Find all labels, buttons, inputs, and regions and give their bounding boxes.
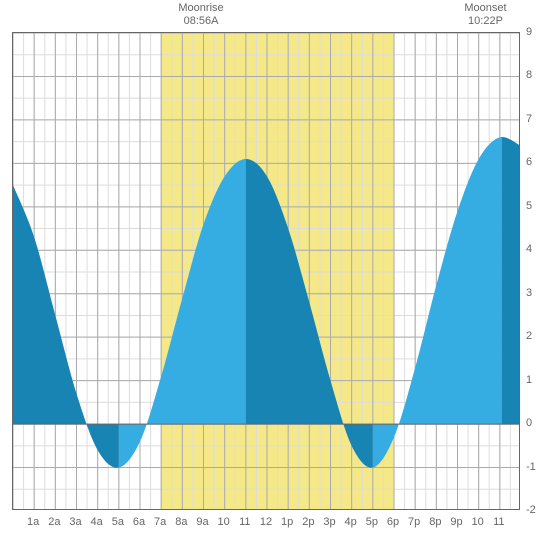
x-tick-label: 3p [323, 516, 335, 528]
x-tick-label: 9a [196, 516, 208, 528]
x-tick-label: 7p [408, 516, 420, 528]
x-tick-label: 12 [260, 516, 272, 528]
y-axis: -2-10123456789 [526, 32, 550, 510]
moon-annotation-title: Moonset [455, 2, 515, 15]
x-tick-label: 2a [48, 516, 60, 528]
x-tick-label: 6a [133, 516, 145, 528]
x-tick-label: 9p [450, 516, 462, 528]
plot-area [12, 32, 520, 510]
x-tick-label: 4a [91, 516, 103, 528]
x-tick-label: 1p [281, 516, 293, 528]
x-tick-label: 8a [175, 516, 187, 528]
x-tick-label: 5p [366, 516, 378, 528]
y-tick-label: 2 [526, 330, 532, 342]
y-tick-label: 6 [526, 156, 532, 168]
chart-svg [13, 33, 520, 510]
moon-annotation-time: 08:56A [171, 15, 231, 28]
y-tick-label: 9 [526, 26, 532, 38]
x-tick-label: 11 [239, 516, 250, 528]
x-tick-label: 3a [69, 516, 81, 528]
x-tick-label: 10 [218, 516, 230, 528]
moon-annotation-time: 10:22P [455, 15, 515, 28]
x-tick-label: 7a [154, 516, 166, 528]
y-tick-label: -1 [526, 461, 536, 473]
x-tick-label: 1a [27, 516, 39, 528]
y-tick-label: 8 [526, 69, 532, 81]
y-tick-label: 7 [526, 113, 532, 125]
y-tick-label: 4 [526, 243, 532, 255]
x-tick-label: 10 [472, 516, 484, 528]
x-tick-label: 5a [112, 516, 124, 528]
moon-annotation-title: Moonrise [171, 2, 231, 15]
x-axis: 1a 2a 3a 4a 5a 6a 7a 8a 9a 10 11 12 1p 2p 3p 4p 5p 6p 7p 8p… [12, 516, 520, 532]
moon-annotation: Moonrise08:56A [171, 2, 231, 28]
x-tick-label: 8p [429, 516, 441, 528]
y-tick-label: 0 [526, 417, 532, 429]
y-tick-label: -2 [526, 504, 536, 516]
x-tick-label: 11 [493, 516, 504, 528]
y-tick-label: 3 [526, 287, 532, 299]
x-tick-label: 6p [387, 516, 399, 528]
x-tick-label: 4p [345, 516, 357, 528]
tide-chart: Moonrise08:56A Moonset10:22P 1a 2a 3a 4a 5a 6a… [0, 0, 550, 550]
y-tick-label: 5 [526, 200, 532, 212]
top-annotations: Moonrise08:56A Moonset10:22P [0, 0, 550, 32]
x-tick-label: 2p [302, 516, 314, 528]
y-tick-label: 1 [526, 374, 532, 386]
moon-annotation: Moonset10:22P [455, 2, 515, 28]
